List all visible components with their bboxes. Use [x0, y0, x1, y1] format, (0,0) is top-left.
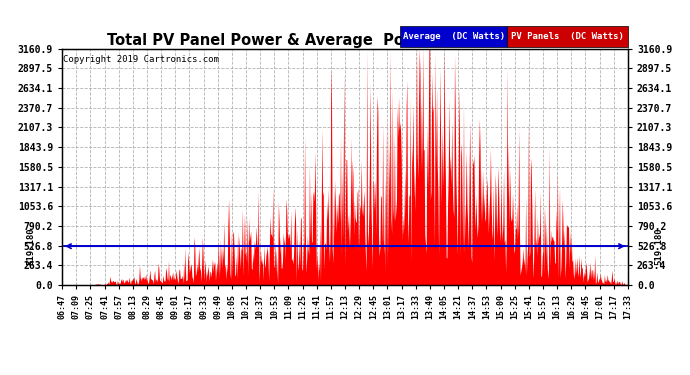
Text: 519.180: 519.180 — [655, 227, 664, 265]
Title: Total PV Panel Power & Average  Power Sun Feb 24 17:41: Total PV Panel Power & Average Power Sun… — [107, 33, 583, 48]
Text: Average  (DC Watts): Average (DC Watts) — [402, 32, 505, 41]
Text: Copyright 2019 Cartronics.com: Copyright 2019 Cartronics.com — [63, 55, 219, 64]
Text: 519.180: 519.180 — [26, 227, 35, 265]
Text: PV Panels  (DC Watts): PV Panels (DC Watts) — [511, 32, 624, 41]
